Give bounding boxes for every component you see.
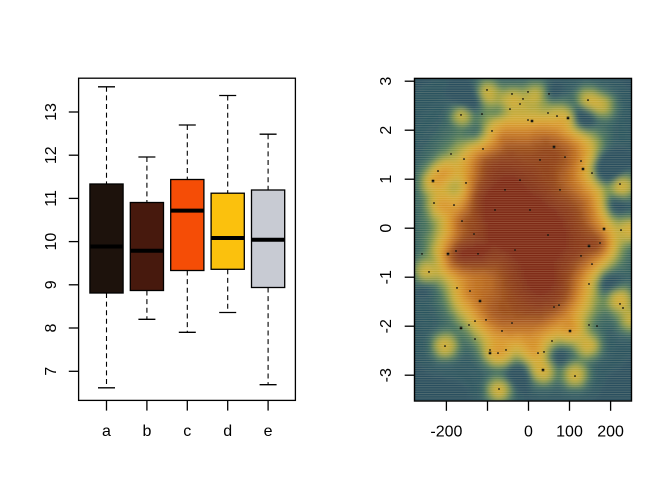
svg-text:7: 7 [43, 367, 60, 376]
svg-text:e: e [264, 423, 273, 440]
svg-text:-1: -1 [378, 270, 395, 284]
svg-text:13: 13 [43, 103, 60, 121]
svg-text:0: 0 [524, 424, 533, 441]
svg-text:9: 9 [43, 280, 60, 289]
svg-text:100: 100 [556, 424, 583, 441]
svg-text:-3: -3 [378, 368, 395, 382]
svg-text:0: 0 [378, 224, 395, 233]
svg-text:2: 2 [378, 126, 395, 135]
svg-text:12: 12 [43, 146, 60, 164]
svg-text:a: a [102, 423, 111, 440]
svg-text:3: 3 [378, 77, 395, 86]
svg-text:11: 11 [43, 190, 60, 207]
svg-text:c: c [183, 423, 191, 440]
svg-text:-2: -2 [378, 319, 395, 333]
svg-text:8: 8 [43, 323, 60, 332]
svg-text:b: b [142, 423, 151, 440]
svg-text:d: d [223, 423, 232, 440]
svg-text:-200: -200 [430, 424, 462, 441]
svg-text:1: 1 [378, 175, 395, 184]
svg-text:200: 200 [597, 424, 624, 441]
svg-text:10: 10 [43, 233, 60, 251]
